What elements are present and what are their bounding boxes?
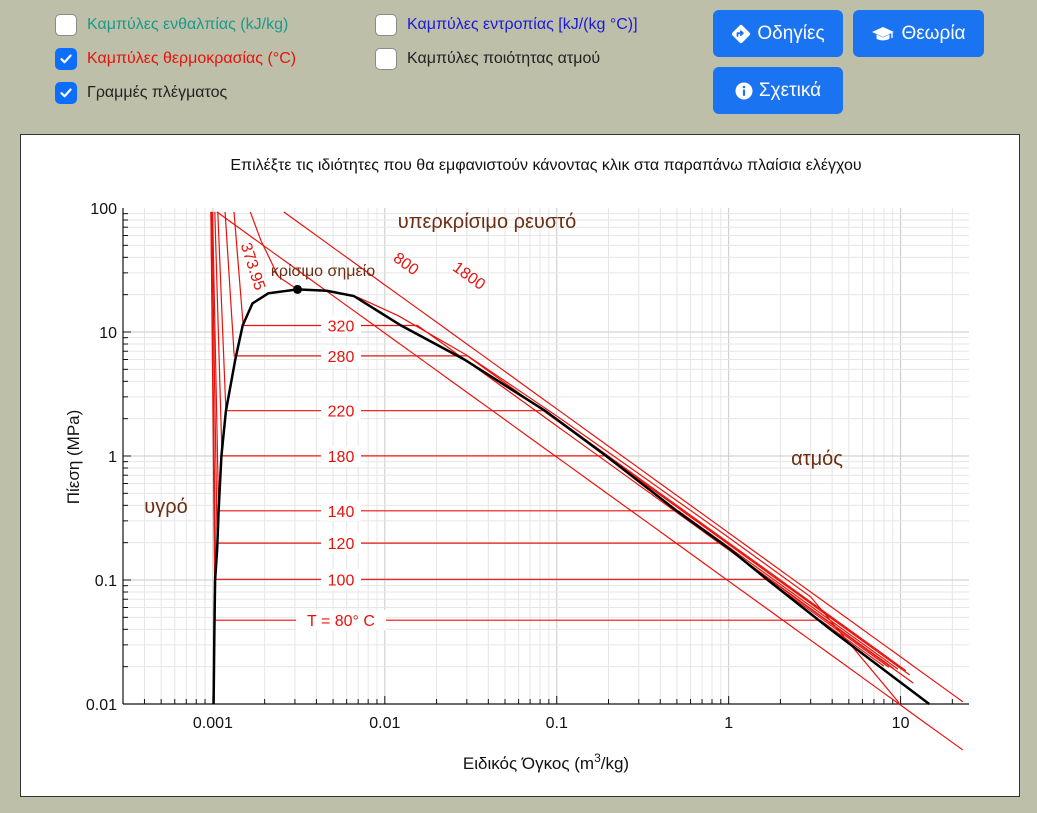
y-axis-label: Πίεση (MPa) xyxy=(64,410,83,505)
guide-button[interactable]: Οδηγίες xyxy=(713,10,843,57)
critical-point-label: κρίσιμο σημείο xyxy=(271,263,375,280)
isotherm-label: 280 xyxy=(328,349,355,366)
x-tick-label: 10 xyxy=(892,715,910,732)
pv-diagram: Επιλέξτε τις ιδιότητες που θα εμφανιστού… xyxy=(64,157,969,773)
theory-button-label: Θεωρία xyxy=(901,22,966,44)
isotherm-label: 220 xyxy=(328,404,355,421)
isotherm-label: 140 xyxy=(328,504,355,521)
about-button[interactable]: Σχετικά xyxy=(713,67,843,114)
isotherm-line xyxy=(210,211,890,668)
x-axis-label-part-1: Ειδικός Όγκος (m xyxy=(463,754,594,773)
isotherm-label-bg xyxy=(321,315,361,336)
isotherm-curves: T = 80° C 100 120 140 180 220 280 320 373.95 800 1… xyxy=(210,211,964,751)
isotherm-label-bg xyxy=(321,445,361,466)
checkbox-box[interactable] xyxy=(55,82,77,104)
isotherm-label-bg xyxy=(321,400,361,421)
entropy-curves-checkbox[interactable]: Καμπύλες εντροπίας [kJ/(kg °C)] xyxy=(375,14,638,36)
checkbox-box[interactable] xyxy=(375,14,397,36)
isotherm-label-bg xyxy=(321,533,361,554)
temperature-curves-label: Καμπύλες θερμοκρασίας (°C) xyxy=(87,50,297,67)
isotherm-line xyxy=(249,211,900,704)
steam-quality-curves-label: Καμπύλες ποιότητας ατμού xyxy=(407,50,601,67)
saturation-dome xyxy=(212,284,930,705)
guide-button-label: Οδηγίες xyxy=(757,22,825,44)
x-tick-label: 0.1 xyxy=(546,715,568,732)
isotherm-label: T = 80° C xyxy=(307,613,375,630)
isotherm-label-bg xyxy=(321,500,361,521)
steam-quality-curves-checkbox[interactable]: Καμπύλες ποιότητας ατμού xyxy=(375,48,600,70)
y-tick-label: 100 xyxy=(90,201,117,218)
liquid-region-label: υγρό xyxy=(144,496,187,518)
critical-point-marker xyxy=(293,284,303,294)
y-tick-label: 10 xyxy=(99,325,117,342)
isotherm-label-bg xyxy=(321,345,361,366)
axes: 0.001 0.01 0.1 1 10 0.01 0.1 1 10 100 xyxy=(86,201,969,732)
isotherm-label: 320 xyxy=(328,319,355,336)
chart-panel: Επιλέξτε τις ιδιότητες που θα εμφανιστού… xyxy=(20,134,1020,797)
isotherm-line xyxy=(216,211,964,751)
entropy-curves-label: Καμπύλες εντροπίας [kJ/(kg °C)] xyxy=(407,16,638,33)
isotherm-label: 800 xyxy=(390,250,422,280)
supercritical-region-label: υπερκρίσιμο ρευστό xyxy=(398,211,576,233)
enthalpy-curves-checkbox[interactable]: Καμπύλες ενθαλπίας (kJ/kg) xyxy=(55,14,288,36)
about-button-label: Σχετικά xyxy=(758,79,822,101)
isotherm-label-bg xyxy=(321,569,361,590)
isotherm-line xyxy=(224,211,911,676)
checkbox-box[interactable] xyxy=(375,48,397,70)
isotherm-line xyxy=(217,211,907,672)
chart-title: Επιλέξτε τις ιδιότητες που θα εμφανιστού… xyxy=(230,157,861,174)
x-axis-label-part-2: /kg) xyxy=(601,754,629,773)
grid-lines-checkbox[interactable]: Γραμμές πλέγματος xyxy=(55,82,227,104)
isotherm-label-bg xyxy=(296,610,386,631)
info-icon xyxy=(735,82,753,100)
theory-button[interactable]: Θεωρία xyxy=(853,10,984,57)
checkbox-box[interactable] xyxy=(55,48,77,70)
x-axis-label: Ειδικός Όγκος (m3/kg) xyxy=(463,751,629,773)
isotherm-line xyxy=(283,211,964,703)
graduation-cap-icon xyxy=(871,24,895,44)
y-tick-label: 0.1 xyxy=(95,573,117,590)
x-tick-label: 1 xyxy=(724,715,733,732)
isotherm-label: 1800 xyxy=(449,259,488,294)
y-tick-label: 0.01 xyxy=(86,697,117,714)
temperature-curves-checkbox[interactable]: Καμπύλες θερμοκρασίας (°C) xyxy=(55,48,296,70)
x-axis-label-superscript: 3 xyxy=(594,751,601,765)
isotherm-label: 100 xyxy=(328,572,355,589)
grid-lines-label: Γραμμές πλέγματος xyxy=(87,84,228,101)
check-icon xyxy=(60,54,72,64)
chart-labels: υγρό ατμός υπερκρίσιμο ρευστό κρίσιμο σημεί… xyxy=(144,211,843,518)
check-icon xyxy=(60,88,72,98)
directions-icon xyxy=(731,24,751,44)
isotherm-label: 180 xyxy=(328,449,355,466)
x-tick-label: 0.01 xyxy=(369,715,400,732)
enthalpy-curves-label: Καμπύλες ενθαλπίας (kJ/kg) xyxy=(87,16,289,33)
x-tick-label: 0.001 xyxy=(193,715,233,732)
y-tick-label: 1 xyxy=(108,449,117,466)
checkbox-box[interactable] xyxy=(55,14,77,36)
isotherm-label: 373.95 xyxy=(237,241,268,293)
vapor-region-label: ατμός xyxy=(791,448,843,470)
isotherm-label: 120 xyxy=(328,536,355,553)
